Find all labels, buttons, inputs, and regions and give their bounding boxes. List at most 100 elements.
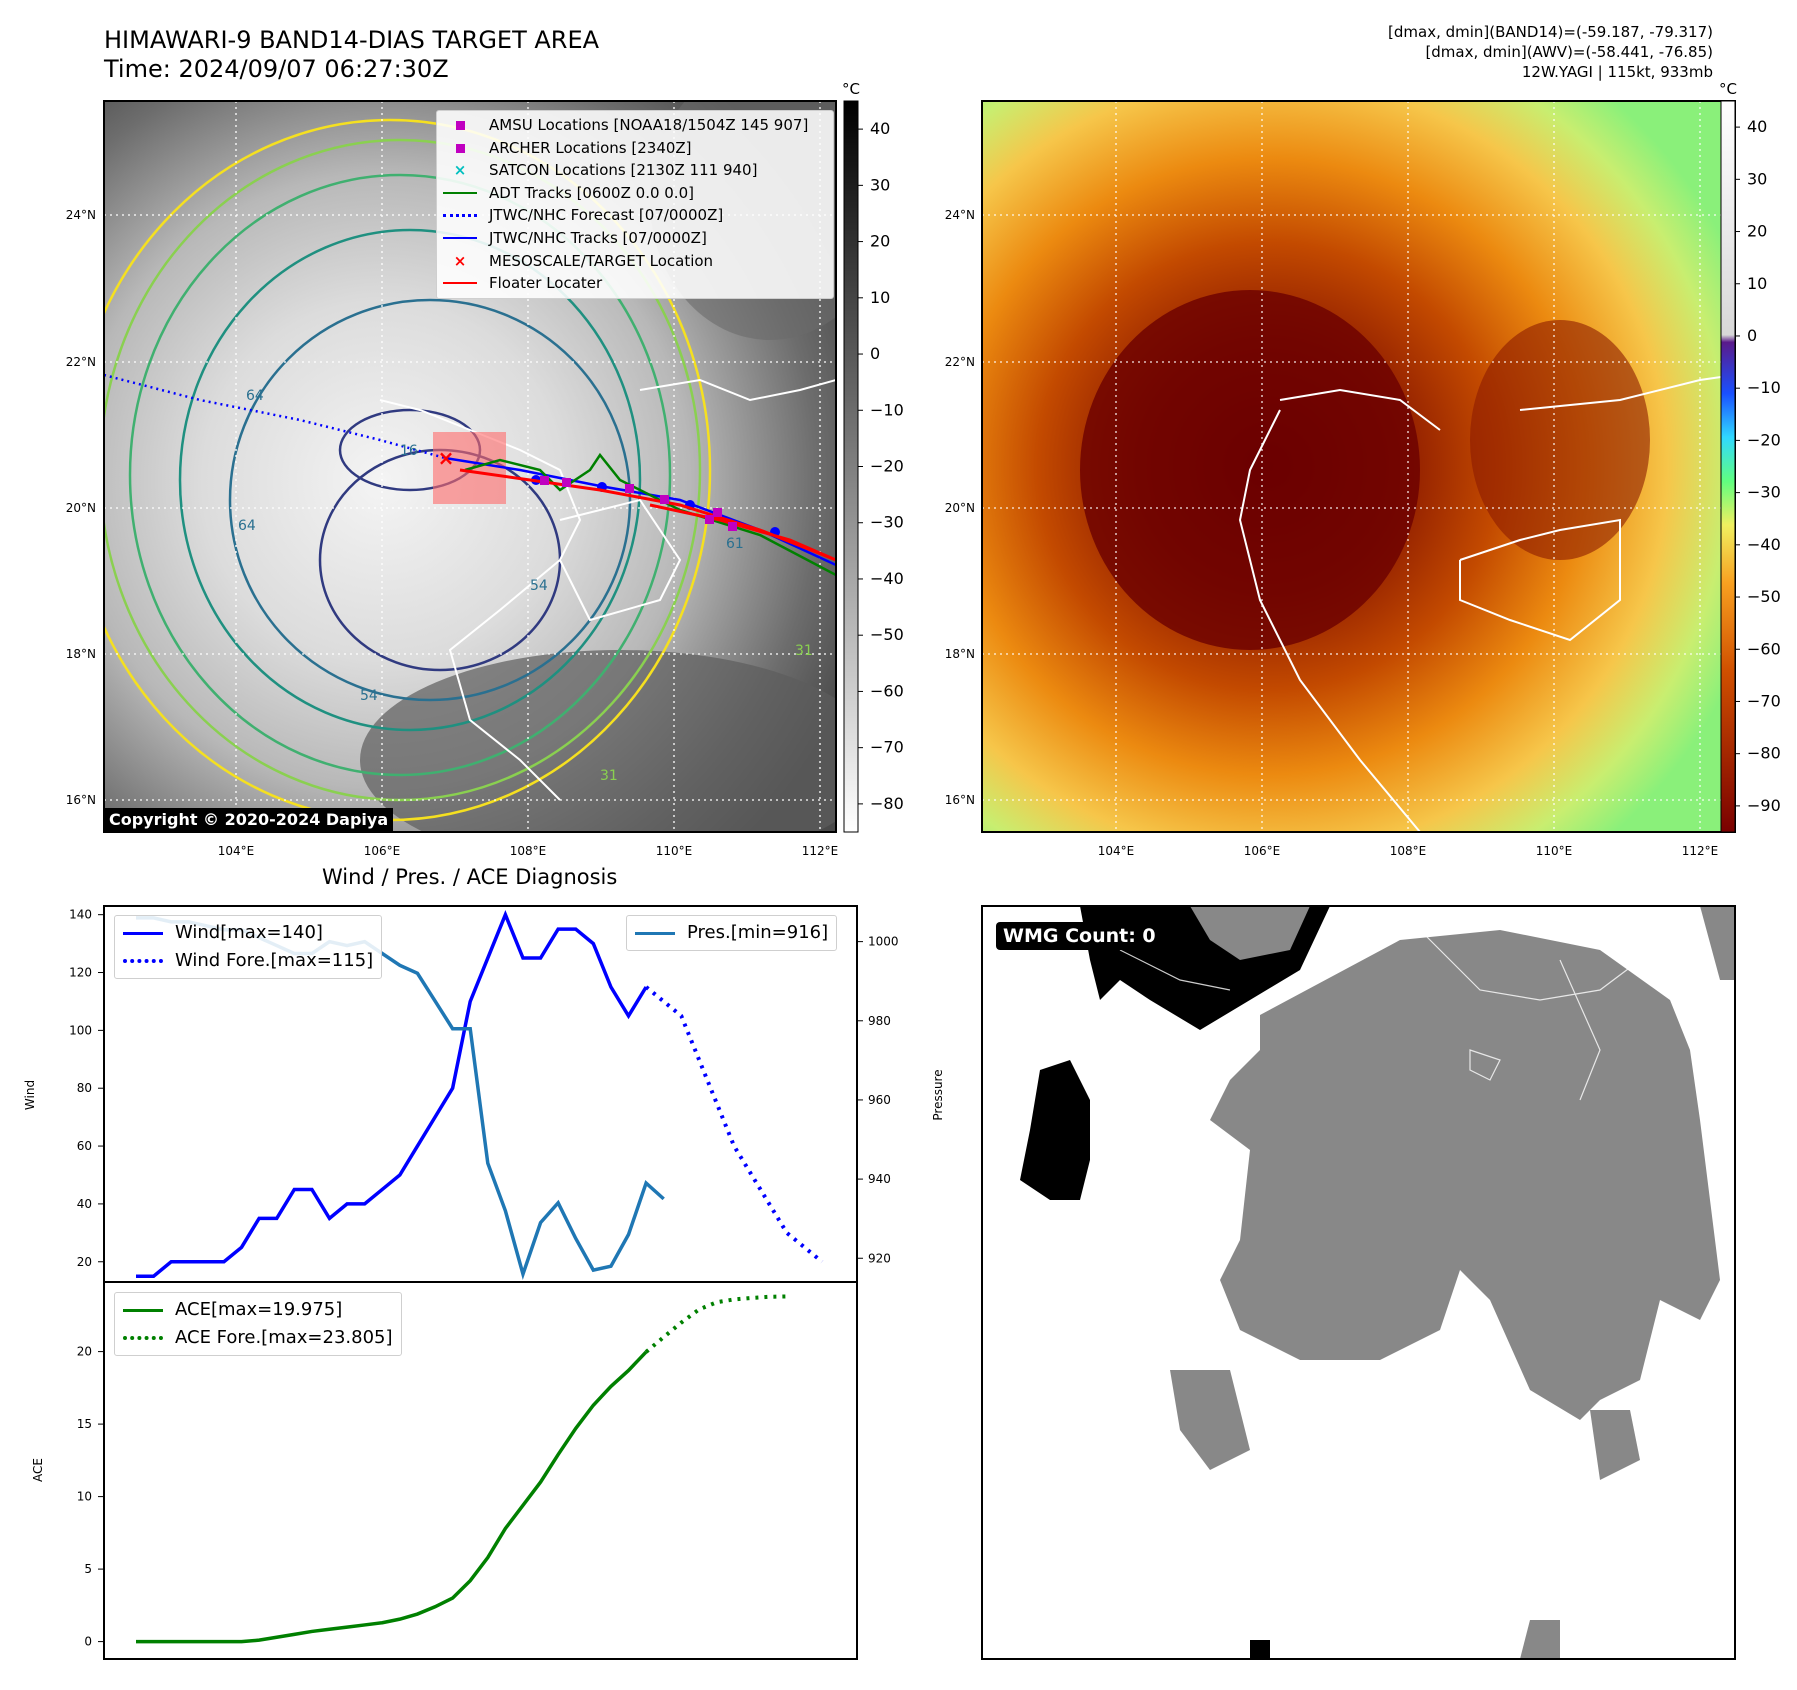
title-line-1: HIMAWARI-9 BAND14-DIAS TARGET AREA (104, 26, 600, 54)
legend-label: JTWC/NHC Forecast [07/0000Z] (489, 206, 724, 225)
colorbar-tick: 40 (1747, 117, 1767, 136)
wind-tick: 20 (77, 1255, 92, 1269)
legend-label: MESOSCALE/TARGET Location (489, 251, 714, 270)
colorbar-tick: 20 (870, 232, 890, 251)
left-map-axis-labels: 24°N 22°N 20°N 18°N 16°N 104°E 106°E 108… (66, 208, 839, 858)
lon-tick: 108°E (510, 844, 547, 858)
legend-marker (443, 114, 477, 137)
legend-marker (443, 192, 477, 195)
colorbar-unit: °C (842, 80, 860, 98)
map-legend: AMSU Locations [NOAA18/1504Z 145 907] ARC… (436, 110, 834, 299)
copyright-label: Copyright © 2020-2024 Dapiya (104, 808, 394, 831)
ace-tick: 0 (84, 1635, 92, 1649)
colorbar-tick: −30 (870, 513, 904, 532)
colorbar-tick: −60 (870, 681, 904, 700)
colorbar-tick: −20 (870, 457, 904, 476)
colorbar-tick: −40 (870, 569, 904, 588)
series-line-wind-fore- (644, 985, 824, 1264)
colorbar-tick: 10 (870, 288, 890, 307)
lon-tick: 110°E (1536, 844, 1573, 858)
colorbar-tick: −20 (1747, 430, 1781, 449)
lon-tick: 106°E (1244, 844, 1281, 858)
legend-marker: × (453, 251, 467, 270)
lat-tick: 16°N (945, 793, 975, 807)
colorbar-tick: −70 (870, 738, 904, 757)
wind-tick: 80 (77, 1081, 92, 1095)
map-legend-item: × MESOSCALE/TARGET Location (443, 250, 827, 273)
ace-legend: ACE[max=19.975] ACE Fore.[max=23.805] (114, 1292, 402, 1356)
svg-text:31: 31 (600, 768, 618, 784)
lat-tick: 24°N (945, 208, 975, 222)
colorbar-tick: −60 (1747, 639, 1781, 658)
legend-marker: × (453, 161, 467, 180)
wind-tick: 120 (69, 966, 92, 980)
pressure-legend: Pres.[min=916] (626, 915, 838, 951)
colorbar-tick: −40 (1747, 535, 1781, 554)
wind-tick: 100 (69, 1023, 92, 1037)
ace-series-line (136, 1350, 648, 1644)
legend-marker (443, 137, 477, 160)
lat-tick: 24°N (66, 208, 96, 222)
legend-ace-forecast: ACE Fore.[max=23.805] (175, 1327, 393, 1348)
lon-tick: 112°E (802, 844, 839, 858)
colorbar-tick: 40 (870, 119, 890, 138)
wind-ylabel: Wind (23, 1080, 37, 1110)
wind-tick: 60 (77, 1139, 92, 1153)
legend-wind: Wind[max=140] (175, 922, 323, 943)
map-legend-item: JTWC/NHC Forecast [07/0000Z] (443, 204, 827, 227)
jtwc-forecast-track (104, 373, 446, 460)
series-line-wind (136, 910, 648, 1278)
lon-tick: 104°E (1098, 844, 1135, 858)
map-legend-item: × SATCON Locations [2130Z 111 940] (443, 159, 827, 182)
map-legend-item: AMSU Locations [NOAA18/1504Z 145 907] (443, 114, 827, 137)
colorbar-tick: −70 (1747, 691, 1781, 710)
map-legend-item: ARCHER Locations [2340Z] (443, 137, 827, 160)
colorbar-tick: −30 (1747, 483, 1781, 502)
legend-ace: ACE[max=19.975] (175, 1299, 343, 1320)
legend-wind-forecast: Wind Fore.[max=115] (175, 950, 374, 971)
info-line-3: 12W.YAGI | 115kt, 933mb (1521, 63, 1713, 81)
lat-tick: 22°N (66, 355, 96, 369)
pressure-tick: 920 (868, 1251, 891, 1265)
colorbar-tick: −50 (1747, 587, 1781, 606)
lat-tick: 18°N (66, 647, 96, 661)
colorbar-tick: −10 (870, 400, 904, 419)
adt-track (464, 452, 836, 577)
ace-tick: 5 (84, 1562, 92, 1576)
ace-tick: 20 (77, 1345, 92, 1359)
coastline (379, 378, 836, 801)
pressure-ylabel: Pressure (931, 1069, 945, 1120)
contour-labels: 64 64 54 54 16 61 31 31 (238, 388, 813, 784)
legend-marker (443, 282, 477, 285)
right-map-axis-labels: 24°N 22°N 20°N 18°N 16°N 104°E 106°E 108… (945, 208, 1719, 858)
lon-tick: 104°E (218, 844, 255, 858)
wind-legend: Wind[max=140] Wind Fore.[max=115] (114, 915, 383, 979)
storm-info: [dmax, dmin](BAND14)=(-59.187, -79.317) … (1388, 22, 1713, 82)
legend-label: ADT Tracks [0600Z 0.0 0.0] (489, 183, 694, 202)
colorbar-tick: −80 (1747, 744, 1781, 763)
lon-tick: 112°E (1682, 844, 1719, 858)
left-colorbar: °C 40 30 20 10 0 −10 −20 −30 −40 −50 −60 −70 −80 (842, 80, 904, 833)
svg-text:61: 61 (726, 536, 744, 552)
colorbar-tick: −90 (1747, 796, 1781, 815)
lon-tick: 108°E (1390, 844, 1427, 858)
colorbar-tick: 0 (1747, 326, 1757, 345)
colorbar-tick: 20 (1747, 222, 1767, 241)
legend-pressure: Pres.[min=916] (687, 922, 829, 943)
legend-label: JTWC/NHC Tracks [07/0000Z] (489, 228, 707, 247)
wind-tick: 40 (77, 1197, 92, 1211)
coastline-right (1238, 374, 1735, 832)
svg-text:31: 31 (795, 643, 813, 659)
dark-region (360, 650, 836, 832)
wmg-frame (981, 905, 1736, 1660)
lat-tick: 22°N (945, 355, 975, 369)
floater-track (459, 468, 836, 562)
ace-ylabel: ACE (31, 1458, 45, 1482)
colorbar-tick: 30 (1747, 169, 1767, 188)
left-map-frame (103, 100, 837, 833)
colorbar-unit: °C (1719, 80, 1737, 98)
legend-label: Floater Locater (489, 274, 603, 293)
mesoscale-target-marker: × (438, 446, 455, 470)
figure-title: HIMAWARI-9 BAND14-DIAS TARGET AREA Time:… (104, 26, 599, 84)
pressure-tick: 960 (868, 1093, 891, 1107)
